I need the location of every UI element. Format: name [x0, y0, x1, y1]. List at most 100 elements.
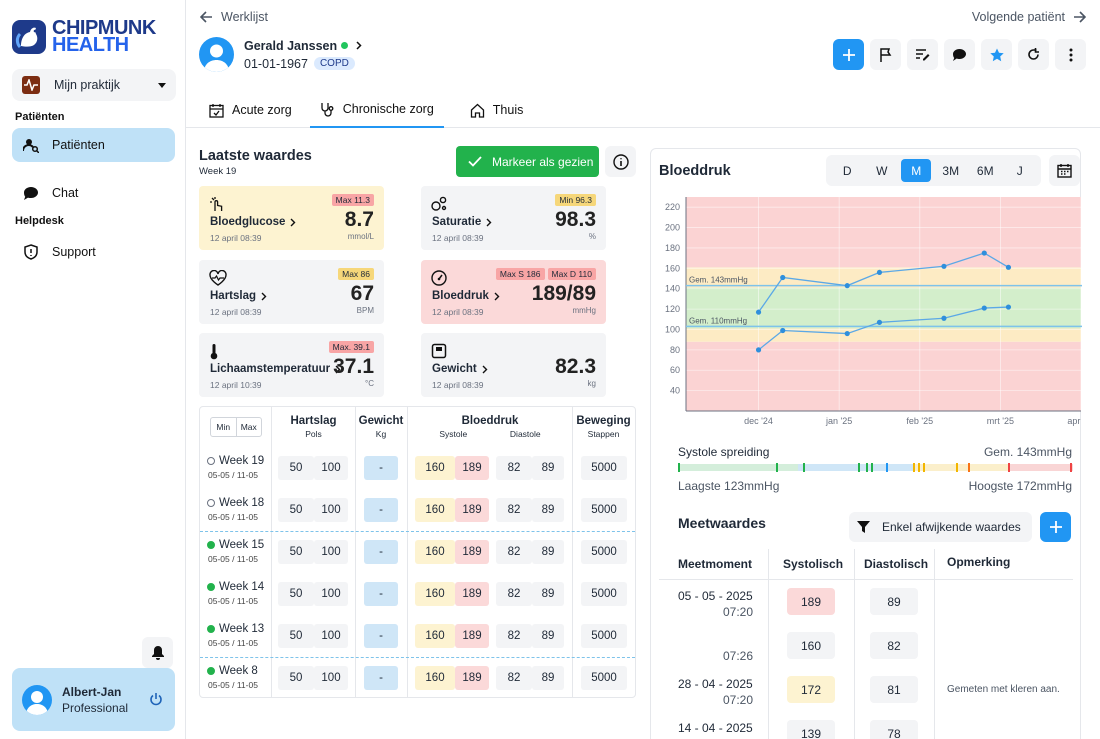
- diastolic-value: 89: [870, 588, 918, 615]
- tab-chronic-care[interactable]: Chronische zorg: [309, 92, 444, 128]
- chart-band: [686, 328, 1081, 342]
- bell-icon: [151, 645, 165, 660]
- card-label: Hartslag: [210, 290, 257, 302]
- notes-button[interactable]: [907, 39, 938, 70]
- next-patient-link[interactable]: Volgende patiënt: [972, 10, 1086, 24]
- period-j[interactable]: J: [1016, 163, 1023, 178]
- average-label: Gem. 110mmHg: [689, 316, 747, 325]
- patients-search-icon: [22, 136, 40, 154]
- date-picker-button[interactable]: [1049, 155, 1080, 186]
- check-circle-icon: [207, 583, 215, 591]
- dia-max-cell: 89: [532, 666, 564, 690]
- chart-band: [686, 341, 1081, 411]
- add-measurement-button[interactable]: [1040, 512, 1071, 542]
- practice-select[interactable]: Mijn praktijk: [12, 69, 176, 101]
- mark-seen-button[interactable]: Markeer als gezien: [456, 146, 599, 177]
- table-row[interactable]: Week 13 05-05 / 11-05 50 100-160 189 82 89 5000: [200, 615, 635, 657]
- sidebar-item-support[interactable]: Support: [12, 235, 175, 269]
- weight-cell: -: [364, 666, 398, 690]
- card-badges: Min 96.3: [555, 194, 596, 206]
- systolic-value: 172: [787, 676, 835, 703]
- bp-title: Bloeddruk: [659, 163, 731, 179]
- table-row[interactable]: Week 14 05-05 / 11-05 50 100-160 189 82 89 5000: [200, 573, 635, 615]
- tab-label: Chronische zorg: [342, 102, 434, 116]
- week-range: 05-05 / 11-05: [208, 512, 258, 522]
- tab-home[interactable]: Thuis: [468, 92, 526, 128]
- card-date: 12 april 08:39: [210, 233, 262, 243]
- steps-cell: 5000: [581, 666, 627, 690]
- patient-info[interactable]: Gerald Janssen 01-01-1967 COPD: [199, 37, 362, 72]
- thermometer-icon: [209, 343, 219, 360]
- mark-seen-label: Markeer als gezien: [492, 154, 594, 169]
- add-button[interactable]: [833, 39, 864, 70]
- sys-max-cell: 189: [455, 624, 489, 648]
- card-unit: mmol/L: [347, 232, 374, 241]
- week-range: 05-05 / 11-05: [208, 596, 258, 606]
- table-row[interactable]: Week 18 05-05 / 11-05 50 100-160 189 82 89 5000: [200, 489, 635, 531]
- dia-min-cell: 82: [496, 456, 532, 480]
- shield-icon: [22, 243, 40, 261]
- period-m[interactable]: M: [901, 159, 932, 182]
- tab-acute-care[interactable]: Acute zorg: [207, 92, 294, 128]
- vital-card-blood-pressure[interactable]: Max S 186 Max D 110 Bloeddruk 12 april 0…: [421, 260, 606, 324]
- refresh-icon: [1027, 48, 1040, 61]
- period-w[interactable]: W: [876, 163, 888, 178]
- steps-cell: 5000: [581, 498, 627, 522]
- vital-card-temperature[interactable]: Max. 39.1 Lichaamstemperatuur 12 april 1…: [199, 333, 384, 397]
- card-value: 98.3: [555, 208, 596, 231]
- data-point: [876, 269, 883, 276]
- table-row[interactable]: Week 15 05-05 / 11-05 50 100-160 189 82 89 5000: [200, 531, 635, 573]
- arrow-right-icon: [1073, 11, 1086, 23]
- spread-highest: Hoogste 172mmHg: [968, 479, 1072, 493]
- brand-logo[interactable]: CHIPMUNK HEALTH: [12, 18, 156, 55]
- user-card[interactable]: Albert-Jan Professional: [12, 668, 175, 731]
- card-value: 37.1: [333, 355, 374, 378]
- max-toggle[interactable]: Max: [240, 422, 257, 432]
- min-toggle[interactable]: Min: [211, 418, 237, 436]
- x-tick-label: jan '25: [825, 416, 852, 426]
- weekly-summary-table: Min Max Hartslag Pols Gewicht Kg Bloeddr…: [199, 406, 636, 698]
- card-date: 12 april 08:39: [210, 307, 262, 317]
- chipmunk-logo-icon: [12, 20, 46, 54]
- dia-min-cell: 82: [496, 582, 532, 606]
- sidebar-item-patients[interactable]: Patiënten: [12, 128, 175, 162]
- refresh-button[interactable]: [1018, 39, 1049, 70]
- patient-name: Gerald Janssen: [244, 38, 338, 53]
- nav-heading-helpdesk: Helpdesk: [15, 215, 64, 227]
- card-unit: %: [588, 232, 596, 241]
- sys-min-cell: 160: [415, 624, 455, 648]
- favorite-button[interactable]: [981, 39, 1012, 70]
- practice-icon: [22, 76, 40, 94]
- period-6m[interactable]: 6M: [976, 163, 994, 178]
- notifications-button[interactable]: [142, 637, 173, 668]
- abnormal-filter-button[interactable]: Enkel afwijkende waardes: [849, 512, 1032, 542]
- vital-card-weight[interactable]: Gewicht 12 april 08:39 82.3 kg: [421, 333, 606, 397]
- flag-button[interactable]: [870, 39, 901, 70]
- card-badges: Max 11.3: [331, 194, 374, 206]
- latest-values-panel: Laatste waardes Week 19 Markeer als gezi…: [186, 128, 650, 739]
- table-row[interactable]: Week 8 05-05 / 11-05 50 100-160 189 82 89 5000: [200, 657, 635, 699]
- logout-power-icon[interactable]: [149, 692, 163, 706]
- period-d[interactable]: D: [842, 163, 852, 178]
- back-to-worklist-link[interactable]: Werklijst: [200, 10, 268, 24]
- data-point: [844, 330, 850, 337]
- check-circle-icon: [207, 541, 215, 549]
- vital-card-blood-glucose[interactable]: Max 11.3 Bloedglucose 12 april 08:39 8.7…: [199, 186, 384, 250]
- hr-max-cell: 100: [314, 498, 348, 522]
- sys-min-cell: 160: [415, 582, 455, 606]
- col-remark: Opmerking: [947, 555, 1011, 569]
- tab-label: Thuis: [492, 103, 524, 117]
- measurement-note: Gemeten met kleren aan.: [947, 684, 1060, 695]
- table-row[interactable]: Week 19 05-05 / 11-05 50 100-160 189 82 89 5000: [200, 447, 635, 489]
- vital-card-heart-rate[interactable]: Max 86 Hartslag 12 april 08:39 67 BPM: [199, 260, 384, 324]
- min-max-toggle[interactable]: Min Max: [210, 417, 262, 437]
- sidebar-item-chat[interactable]: Chat: [12, 176, 175, 210]
- card-unit: kg: [587, 379, 596, 388]
- message-button[interactable]: [944, 39, 975, 70]
- dia-min-cell: 82: [496, 624, 532, 648]
- vital-card-saturation[interactable]: Min 96.3 Saturatie 12 april 08:39 98.3 %: [421, 186, 606, 250]
- sys-max-cell: 189: [455, 666, 489, 690]
- info-button[interactable]: [605, 146, 636, 177]
- period-3m[interactable]: 3M: [942, 163, 960, 178]
- more-options-button[interactable]: [1055, 39, 1086, 70]
